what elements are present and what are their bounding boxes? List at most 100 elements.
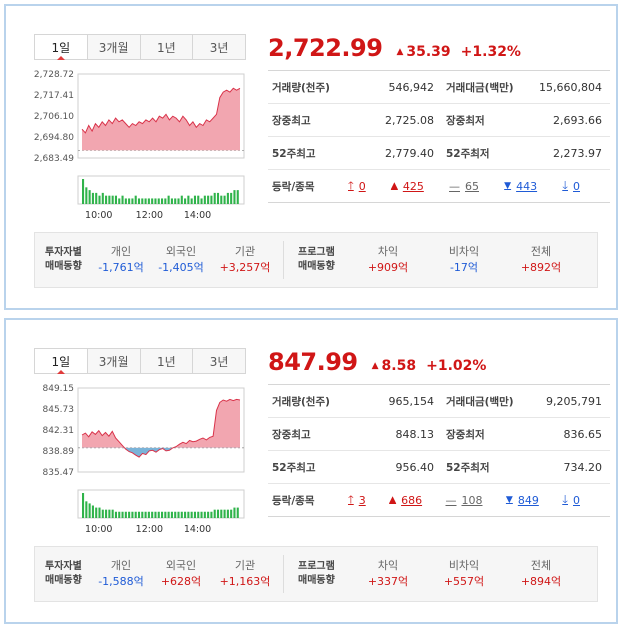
up-triangle-icon: ▲: [371, 361, 379, 371]
volume-bar: [128, 511, 131, 518]
upper-limit-link[interactable]: 🡑 3: [348, 491, 366, 510]
volume-bar: [151, 198, 154, 204]
volume-bar: [131, 511, 134, 518]
volume-bar: [207, 511, 210, 518]
volume-bar: [98, 507, 101, 518]
volume-bar: [190, 198, 193, 204]
stats-table: 거래량(천주) 965,154 거래대금(백만) 9,205,791 장중최고 …: [268, 384, 610, 517]
volume-bar: [174, 511, 177, 518]
program-value: +557억: [443, 575, 485, 588]
chart-svg: 2,728.72 2,717.41 2,706.10 2,694.80 2,683.49…: [34, 70, 245, 221]
volume-bar: [137, 198, 141, 204]
stat-label: 52주최고: [272, 147, 316, 160]
volume-bar: [144, 511, 147, 518]
volume-bar: [157, 511, 160, 518]
stat-value: 2,725.08: [385, 113, 434, 127]
investor-label: 기관: [234, 559, 256, 572]
volume-bar: [124, 511, 127, 518]
lower-limit-link[interactable]: 🡓 0: [562, 177, 580, 196]
stats-row-volume: 거래량(천주) 965,154 거래대금(백만) 9,205,791: [268, 385, 610, 418]
program-header-line2: 매매동향: [298, 261, 335, 272]
kospi-panel: 1일 3개월 1년 3년 2,728.72 2,717.41 2,706.10 2,6…: [4, 4, 618, 310]
stat-label: 52주최고: [272, 461, 316, 474]
unchanged-link[interactable]: — 65: [449, 180, 479, 193]
tab-3y[interactable]: 3년: [209, 354, 229, 369]
volume-bar: [223, 195, 226, 204]
tab-3y[interactable]: 3년: [209, 40, 229, 55]
tab-3m[interactable]: 3개월: [88, 35, 141, 59]
stat-label: 장중최고: [272, 428, 311, 441]
intraday-chart: 849.15 845.73 842.31 838.89 835.47 10:00 12:00…: [32, 382, 246, 542]
stat-value: 956.40: [395, 460, 435, 474]
volume-bar: [95, 507, 98, 518]
volume-bar: [157, 198, 160, 204]
arrow-up-icon: 🡑: [348, 492, 354, 506]
volume-bar: [131, 198, 134, 204]
volume-bar: [233, 507, 236, 518]
program-value: -17억: [449, 261, 479, 274]
volume-bar: [210, 511, 213, 518]
tab-1d[interactable]: 1일: [35, 35, 88, 60]
investor-value: -1,761억: [98, 261, 144, 274]
volume-bar: [101, 192, 104, 204]
volume-bar: [167, 511, 170, 518]
volume-bar: [154, 511, 157, 518]
stats-table: 거래량(천주) 546,942 거래대금(백만) 15,660,804 장중최고…: [268, 70, 610, 203]
volume-bar: [233, 190, 236, 204]
volume-bar: [114, 195, 118, 204]
decliners-link[interactable]: ▼ 443: [504, 180, 537, 193]
change-value: 35.39: [406, 44, 451, 60]
investor-value: +3,257억: [219, 261, 271, 274]
stat-label: 거래대금(백만): [446, 395, 514, 408]
volume-bar: [180, 195, 183, 204]
lower-limit-link[interactable]: 🡓 0: [562, 491, 580, 510]
tab-1y[interactable]: 1년: [141, 35, 194, 59]
program-non-arbitrage: 비차익 +557억: [424, 558, 504, 590]
advancers-link[interactable]: ▲ 686: [389, 494, 422, 507]
decliners-link[interactable]: ▼ 849: [506, 494, 539, 507]
volume-bar: [105, 509, 108, 518]
price-summary: 847.99 ▲ 8.58 +1.02%: [268, 348, 486, 380]
area-above-baseline: [82, 399, 240, 448]
period-tabs: 1일 3개월 1년 3년: [34, 348, 246, 374]
investor-label: 외국인: [165, 245, 197, 258]
volume-bar: [174, 198, 177, 204]
volume-bar: [118, 511, 121, 518]
volume-bar: [213, 192, 216, 204]
stats-row-52week: 52주최고 956.40 52주최저 734.20: [268, 451, 610, 484]
program-label: 차익: [377, 245, 399, 258]
volume-bar: [213, 509, 216, 518]
upper-limit-link[interactable]: 🡑 0: [348, 177, 366, 196]
x-tick-label: 12:00: [136, 524, 163, 535]
volume-bar: [180, 511, 183, 518]
tab-1y[interactable]: 1년: [141, 349, 194, 373]
tab-1d[interactable]: 1일: [35, 349, 88, 374]
divider: [283, 241, 284, 279]
investor-individual: 개인 -1,761억: [93, 244, 149, 276]
y-tick-label: 2,694.80: [34, 133, 74, 143]
volume-bar: [124, 198, 127, 204]
advancers-link[interactable]: ▲ 425: [391, 180, 424, 193]
price-summary: 2,722.99 ▲ 35.39 +1.32%: [268, 34, 521, 66]
unchanged-link[interactable]: — 108: [446, 494, 483, 507]
program-total: 전체 +894억: [504, 558, 578, 590]
volume-bar: [111, 509, 114, 518]
lower-limit-count: 0: [573, 493, 580, 507]
program-header: 프로그램 매매동향: [290, 560, 352, 588]
volume-bar: [216, 192, 220, 204]
stat-value: 2,273.97: [553, 146, 602, 160]
tab-3m[interactable]: 3개월: [88, 349, 141, 373]
volume-bar: [164, 198, 167, 204]
stats-row-intraday: 장중최고 848.13 장중최저 836.65: [268, 418, 610, 451]
y-tick-label: 838.89: [43, 447, 75, 457]
program-header-line1: 프로그램: [298, 561, 335, 572]
volume-bar: [230, 192, 233, 204]
volume-bar: [187, 511, 190, 518]
volume-bar: [170, 198, 173, 204]
stat-value: 9,205,791: [546, 394, 602, 408]
x-tick-label: 10:00: [85, 524, 112, 535]
stat-label: 52주최저: [446, 461, 490, 474]
triangle-down-icon: ▼: [504, 181, 512, 191]
lower-limit-count: 0: [573, 179, 580, 193]
stat-label: 거래대금(백만): [446, 81, 514, 94]
